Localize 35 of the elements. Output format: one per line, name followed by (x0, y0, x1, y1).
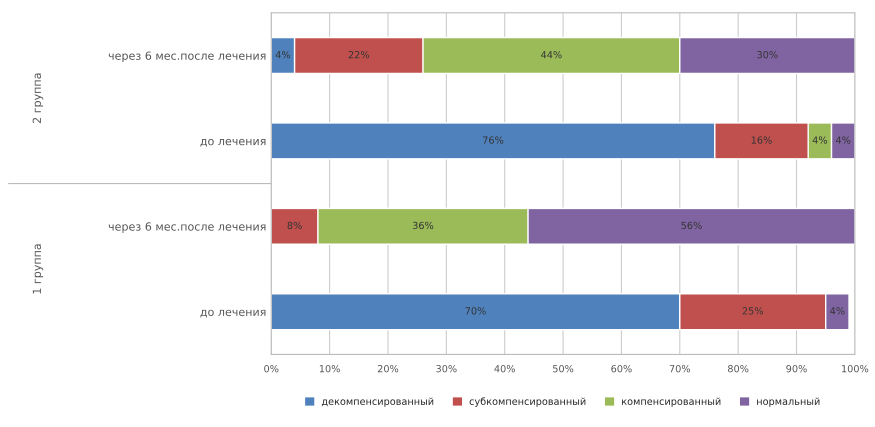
x-tick-label: 70% (670, 365, 690, 372)
data-label: 25% (742, 307, 764, 315)
x-tick-label: 30% (436, 365, 457, 372)
data-label: 22% (348, 50, 370, 58)
data-label: 16% (752, 136, 772, 144)
legend-label: субкомпенсированный (470, 397, 586, 407)
data-label: 36% (412, 222, 434, 230)
text: 2 группа (32, 74, 44, 124)
data-label: 56% (681, 222, 702, 230)
y-tick-label: через 6 мес.после лечения (108, 222, 266, 233)
text: 1 группа (32, 244, 44, 294)
x-tick-label: 60% (611, 365, 632, 372)
data-label: 4% (836, 136, 850, 144)
x-tick-label: 100% (842, 365, 868, 372)
data-label: 70% (466, 307, 486, 315)
y-tick-label: через 6 мес.после лечения (108, 51, 266, 62)
y-tick-label: до лечения (200, 138, 266, 147)
legend-label: нормальный (757, 398, 820, 407)
data-label: 4% (812, 136, 828, 144)
x-tick-label: 40% (494, 365, 515, 372)
x-tick-label: 0% (264, 365, 278, 372)
legend-label: декомпенсированный (322, 398, 434, 407)
data-label: 44% (541, 50, 562, 58)
x-tick-label: 50% (553, 365, 574, 372)
data-label: 8% (288, 222, 302, 230)
x-tick-label: 90% (786, 365, 807, 372)
x-tick-label: 10% (320, 365, 340, 372)
data-label: 4% (276, 50, 290, 58)
legend-label: компенсированный (622, 398, 720, 407)
data-label: 76% (483, 136, 504, 144)
x-tick-label: 80% (728, 365, 748, 372)
x-tick-label: 20% (378, 365, 398, 372)
data-label: 30% (757, 50, 778, 58)
y-tick-label: до лечения (200, 310, 266, 318)
data-label: 4% (830, 307, 845, 315)
